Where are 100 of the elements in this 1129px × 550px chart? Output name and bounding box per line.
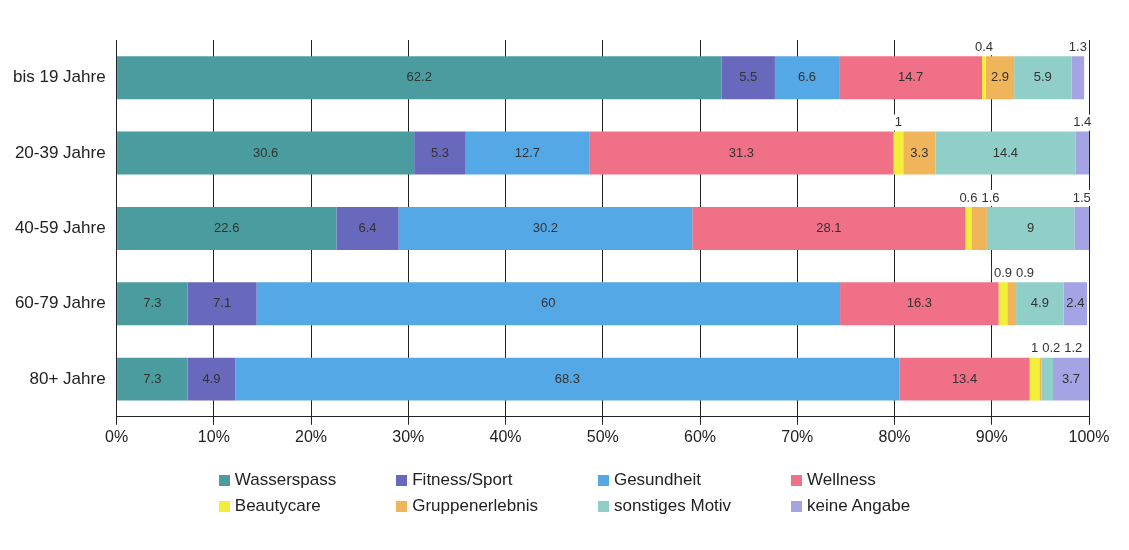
bar: [774, 56, 840, 100]
data-label: 6.4: [358, 219, 377, 235]
bar: [899, 357, 1030, 401]
bar: [256, 282, 841, 326]
data-label: 0.9: [1015, 264, 1035, 280]
data-label: 0.2: [1042, 340, 1061, 356]
legend-label: Fitness/Sport: [412, 470, 513, 490]
bar: [117, 206, 337, 250]
legend-label: sonstiges Motiv: [613, 496, 732, 516]
bar: [1075, 131, 1089, 175]
bar: [336, 206, 399, 250]
x-tick-label: 80%: [878, 427, 911, 445]
data-label: 1.6: [981, 189, 1000, 205]
data-label: 30.2: [532, 219, 559, 235]
data-label: 14.4: [992, 144, 1019, 160]
bar: [971, 206, 987, 250]
legend-label: Beautycare: [234, 496, 321, 516]
x-tick-label: 60%: [684, 427, 717, 445]
data-label: 14.7: [897, 69, 924, 85]
data-label: 0.6: [959, 189, 978, 205]
x-tick-label: 100%: [1068, 427, 1110, 445]
bar: [1074, 206, 1089, 250]
x-tick-label: 50%: [586, 427, 619, 445]
data-label: 6.6: [797, 69, 817, 85]
data-label: 5.9: [1033, 69, 1052, 85]
data-label: 0.9: [993, 264, 1012, 280]
y-tick-label: 20-39 Jahre: [14, 142, 106, 162]
legend-label: Wellness: [807, 470, 876, 490]
bar: [893, 131, 904, 175]
data-label: 1: [1030, 340, 1039, 356]
data-label: 68.3: [554, 370, 580, 386]
x-tick-label: 40%: [489, 427, 522, 445]
bar: [187, 282, 257, 326]
data-label: 60: [541, 295, 556, 311]
bar: [998, 282, 1008, 326]
data-label: 0.4: [974, 38, 994, 54]
bar: [117, 131, 415, 175]
bar: [465, 131, 590, 175]
bar: [117, 282, 188, 326]
data-label: 2.4: [1066, 295, 1085, 311]
bar: [117, 56, 722, 100]
data-label: 1.5: [1072, 189, 1091, 205]
legend-label: keine Angabe: [807, 496, 911, 516]
data-label: 3.7: [1061, 370, 1081, 386]
x-tick-label: 0%: [105, 427, 129, 445]
data-label: 7.1: [213, 295, 232, 311]
data-label: 16.3: [906, 295, 932, 311]
data-label: 5.3: [430, 144, 449, 160]
data-label: 12.7: [514, 144, 541, 160]
y-tick-label: bis 19 Jahre: [12, 67, 106, 87]
bar: [235, 357, 900, 401]
x-tick-label: 90%: [975, 427, 1008, 445]
data-label: 62.2: [406, 69, 432, 85]
bar: [1053, 357, 1089, 401]
bar: [903, 131, 936, 175]
bar: [414, 131, 466, 175]
x-tick-label: 30%: [392, 427, 425, 445]
bar: [839, 56, 983, 100]
y-tick-label: 60-79 Jahre: [14, 293, 106, 313]
data-label: 28.1: [816, 219, 842, 235]
bar: [1007, 282, 1017, 326]
legend-label: Gesundheit: [613, 470, 701, 490]
y-tick-label: 40-59 Jahre: [14, 218, 106, 238]
data-label: 31.3: [728, 144, 755, 160]
data-label: 4.9: [202, 370, 221, 386]
data-label: 4.9: [1030, 295, 1049, 311]
bar: [589, 131, 894, 175]
data-label: 3.3: [910, 144, 929, 160]
legend-label: Wasserspass: [234, 470, 337, 490]
bar: [1029, 357, 1040, 401]
bar: [692, 206, 966, 250]
data-label: 5.5: [739, 69, 758, 85]
bar: [935, 131, 1076, 175]
data-label: 13.4: [951, 370, 978, 386]
bar: [982, 56, 986, 100]
data-label: 7.3: [143, 295, 162, 311]
data-label: 1.2: [1064, 340, 1083, 356]
data-label: 1.4: [1073, 114, 1092, 130]
data-label: 1: [894, 114, 903, 130]
data-label: 30.6: [252, 144, 279, 160]
bar: [1016, 282, 1064, 326]
bar: [117, 357, 188, 401]
data-label: 9: [1027, 219, 1035, 235]
bar: [986, 206, 1075, 250]
bar: [187, 357, 236, 401]
x-tick-label: 20%: [295, 427, 328, 445]
legend-label: Gruppenerlebnis: [412, 496, 538, 516]
x-tick-label: 70%: [781, 427, 814, 445]
bar: [1041, 357, 1054, 401]
bar: [985, 56, 1015, 100]
bar: [721, 56, 775, 100]
bar: [1014, 56, 1072, 100]
bar: [840, 282, 999, 326]
y-tick-label: 80+ Jahre: [29, 368, 106, 388]
bar: [1063, 282, 1088, 326]
data-label: 7.3: [143, 370, 162, 386]
data-label: 22.6: [214, 219, 240, 235]
x-tick-label: 10%: [197, 427, 230, 445]
data-label: 1.3: [1068, 38, 1087, 54]
bar: [1071, 56, 1085, 100]
